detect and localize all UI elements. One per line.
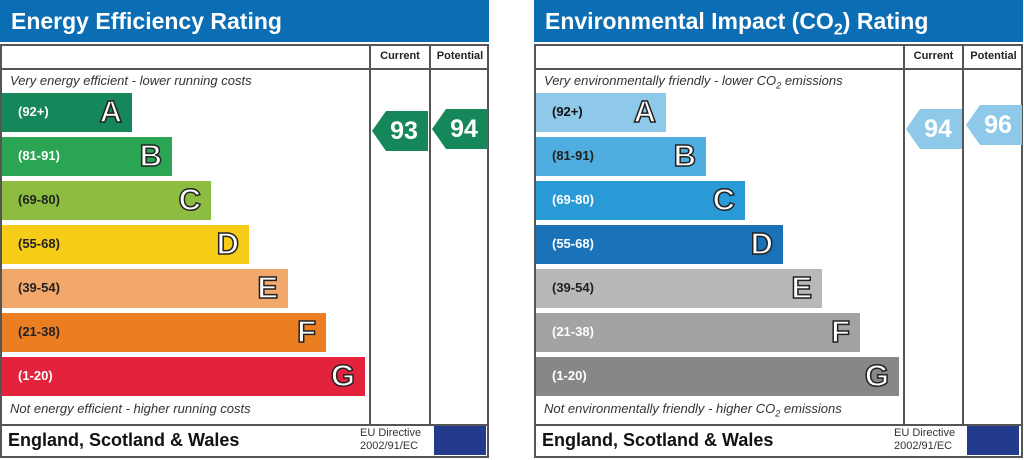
band-letter: F <box>296 313 316 350</box>
band-range: (81-91) <box>552 148 594 163</box>
energy-efficiency-panel: Energy Efficiency Rating Current Potenti… <box>0 0 489 460</box>
band-a: (92+) A <box>536 93 666 132</box>
potential-column-header: Potential <box>970 50 1017 62</box>
band-letter: B <box>673 137 697 174</box>
band-range: (1-20) <box>552 368 587 383</box>
band-range: (69-80) <box>18 192 60 207</box>
top-note: Very environmentally friendly - lower CO… <box>544 73 843 91</box>
eu-directive: EU Directive 2002/91/EC <box>360 427 422 452</box>
panel-title: Energy Efficiency Rating <box>0 0 489 42</box>
band-e: (39-54) E <box>2 269 288 308</box>
current-column-header: Current <box>913 50 954 62</box>
eu-flag-icon <box>967 426 1019 455</box>
band-d: (55-68) D <box>536 225 783 264</box>
band-letter: E <box>257 269 279 306</box>
band-letter: B <box>139 137 163 174</box>
band-range: (92+) <box>552 104 583 119</box>
band-g: (1-20) G <box>536 357 899 396</box>
eu-flag-icon <box>434 426 486 455</box>
band-c: (69-80) C <box>2 181 211 220</box>
band-d: (55-68) D <box>2 225 249 264</box>
eu-directive: EU Directive 2002/91/EC <box>894 427 956 452</box>
rating-table <box>534 44 1023 458</box>
bottom-note: Not energy efficient - higher running co… <box>10 401 251 416</box>
band-range: (69-80) <box>552 192 594 207</box>
current-column-header: Current <box>380 50 420 62</box>
band-range: (1-20) <box>18 368 53 383</box>
band-letter: D <box>750 225 774 262</box>
region-label: England, Scotland & Wales <box>8 430 240 450</box>
band-range: (39-54) <box>18 280 60 295</box>
band-b: (81-91) B <box>2 137 172 176</box>
band-letter: G <box>330 357 356 394</box>
band-range: (81-91) <box>18 148 60 163</box>
band-range: (21-38) <box>552 324 594 339</box>
band-letter: D <box>216 225 240 262</box>
band-c: (69-80) C <box>536 181 745 220</box>
band-letter: F <box>830 313 850 350</box>
rating-table <box>0 44 489 458</box>
panel-title: Environmental Impact (CO2) Rating <box>534 0 1023 42</box>
band-letter: E <box>791 269 813 306</box>
band-b: (81-91) B <box>536 137 706 176</box>
current-rating-arrow: 93 <box>372 111 428 151</box>
band-e: (39-54) E <box>536 269 822 308</box>
top-note: Very energy efficient - lower running co… <box>10 73 252 88</box>
band-a: (92+) A <box>2 93 132 132</box>
band-letter: C <box>712 181 736 218</box>
band-f: (21-38) F <box>2 313 326 352</box>
band-range: (55-68) <box>552 236 594 251</box>
band-range: (21-38) <box>18 324 60 339</box>
band-range: (92+) <box>18 104 49 119</box>
bottom-note: Not environmentally friendly - higher CO… <box>544 401 842 419</box>
band-letter: A <box>99 93 123 130</box>
band-g: (1-20) G <box>2 357 365 396</box>
band-letter: A <box>633 93 657 130</box>
potential-rating-arrow: 94 <box>432 109 488 149</box>
band-letter: G <box>864 357 890 394</box>
band-letter: C <box>178 181 202 218</box>
environmental-impact-panel: Environmental Impact (CO2) Rating Curren… <box>534 0 1023 460</box>
band-range: (55-68) <box>18 236 60 251</box>
region-label: England, Scotland & Wales <box>542 430 774 450</box>
band-range: (39-54) <box>552 280 594 295</box>
band-f: (21-38) F <box>536 313 860 352</box>
potential-column-header: Potential <box>436 50 484 62</box>
